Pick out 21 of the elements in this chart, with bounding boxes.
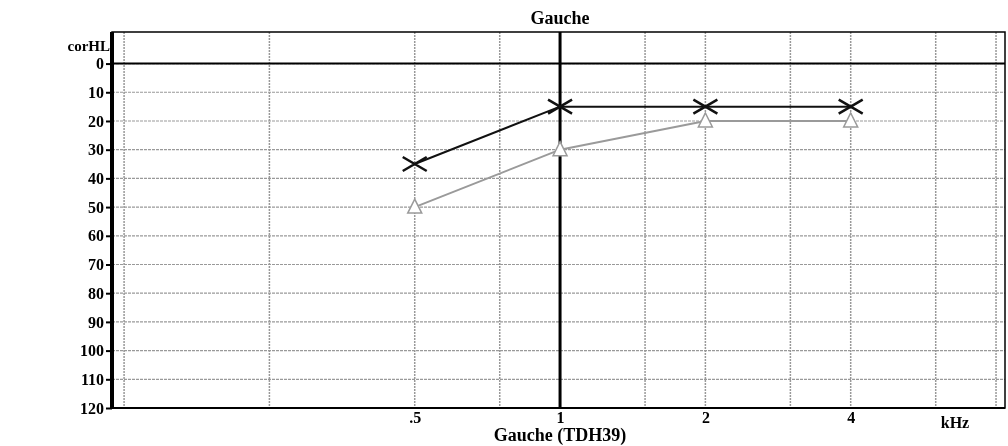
y-tick-label: 80 xyxy=(88,284,104,302)
y-tick-label: 90 xyxy=(88,313,104,331)
y-tick-label: 40 xyxy=(88,170,104,187)
y-tick-label: 30 xyxy=(88,141,104,159)
y-tick-label: 50 xyxy=(88,198,104,216)
y-tick-label: 0 xyxy=(96,55,104,73)
y-tick-label: 120 xyxy=(80,399,104,417)
y-tick-label: 60 xyxy=(88,227,104,245)
y-tick-label: 100 xyxy=(80,342,104,360)
y-tick-label: 20 xyxy=(88,112,104,130)
y-tick-label: 110 xyxy=(80,370,104,388)
y-axis-title: corHL xyxy=(67,38,110,54)
x-tick-label: .5 xyxy=(409,409,422,427)
x-tick-label: 4 xyxy=(847,409,856,427)
x-tick-label: 2 xyxy=(701,409,710,427)
chart-title: Gauche xyxy=(530,8,590,28)
x-tick-label: 1 xyxy=(556,409,565,427)
text: kHz xyxy=(940,414,970,431)
x-axis-title: Gauche (TDH39) xyxy=(493,425,627,446)
y-tick-label: 70 xyxy=(88,256,104,274)
y-tick-label: 10 xyxy=(88,83,104,101)
